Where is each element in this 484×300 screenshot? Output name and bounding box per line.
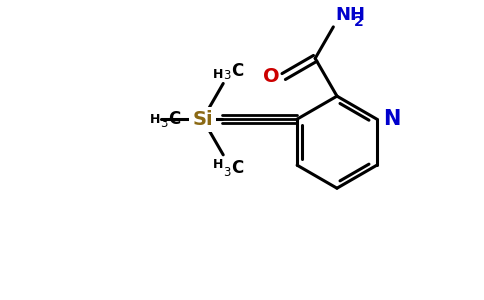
Text: NH: NH: [336, 7, 366, 25]
Text: $_3$C: $_3$C: [161, 109, 182, 129]
Text: O: O: [263, 67, 280, 86]
Text: N: N: [383, 109, 401, 129]
Text: H: H: [213, 68, 223, 81]
Text: $_3$C: $_3$C: [223, 158, 244, 178]
Text: H: H: [213, 158, 223, 171]
Text: H: H: [150, 112, 161, 126]
Text: $_3$C: $_3$C: [223, 61, 244, 81]
Text: Si: Si: [192, 110, 213, 129]
Text: 2: 2: [354, 15, 363, 29]
